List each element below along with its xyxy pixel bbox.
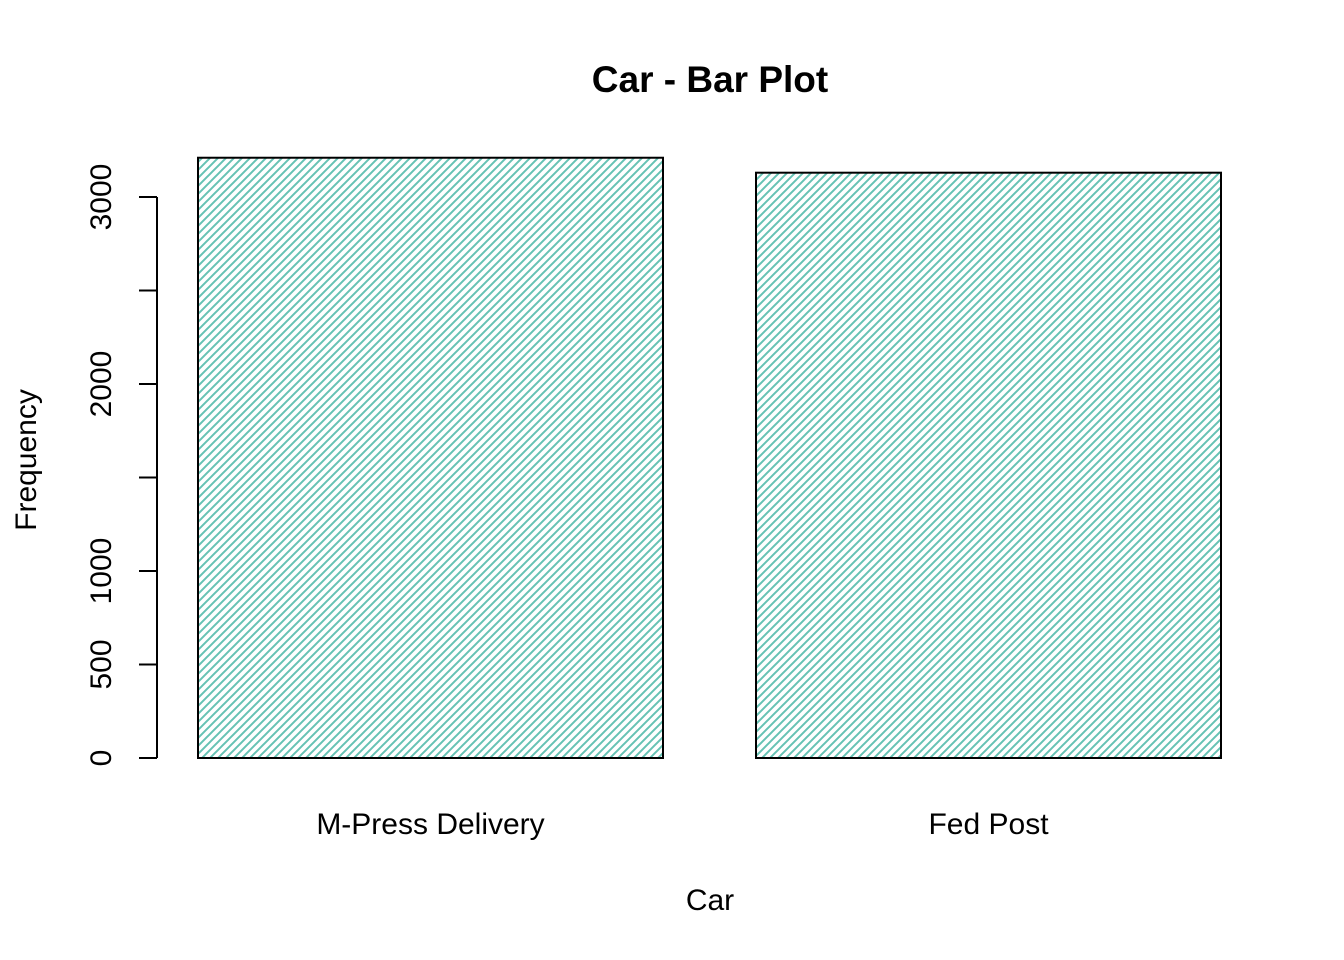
y-axis-label: Frequency — [10, 389, 43, 531]
bar-fed-post — [755, 171, 1222, 759]
x-tick-label: M-Press Delivery — [316, 808, 544, 841]
y-tick-label: 0 — [85, 750, 118, 767]
chart-title: Car - Bar Plot — [592, 59, 828, 100]
x-axis-label: Car — [686, 884, 734, 917]
y-tick-label: 2000 — [85, 351, 118, 418]
x-axis-tick-labels: M-Press Delivery Fed Post — [316, 808, 1049, 841]
y-tick-label: 3000 — [85, 164, 118, 231]
y-tick-label: 1000 — [85, 538, 118, 605]
y-tick-label: 500 — [85, 639, 118, 689]
x-tick-label: Fed Post — [928, 808, 1049, 841]
bars-layer — [197, 156, 1222, 760]
bar-m-press-delivery — [197, 156, 664, 760]
y-axis: 0 500 1000 2000 3000 — [85, 164, 158, 767]
